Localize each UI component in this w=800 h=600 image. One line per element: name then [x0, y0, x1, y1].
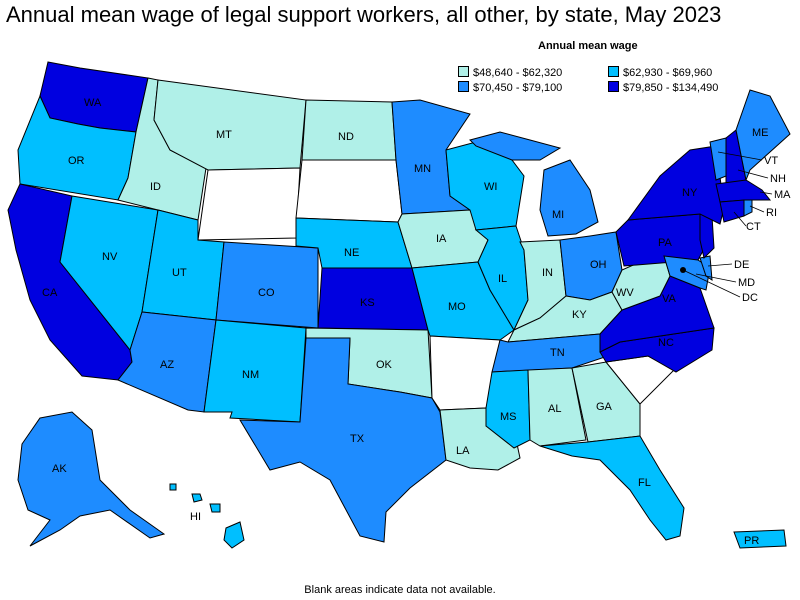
state-pr[interactable] [733, 529, 787, 549]
label-ca: CA [42, 287, 58, 299]
legend-label-2: $62,930 - $69,960 [623, 67, 713, 79]
label-la: LA [456, 445, 470, 457]
state-ny[interactable] [626, 145, 725, 225]
label-ne: NE [344, 247, 359, 259]
legend-item-1: $48,640 - $62,320 [458, 66, 562, 79]
leader-md [695, 273, 737, 283]
legend-swatch-3 [458, 81, 469, 92]
leader-ct [733, 211, 747, 227]
state-tx[interactable] [239, 337, 447, 543]
dc-marker[interactable] [680, 267, 686, 273]
legend-title: Annual mean wage [538, 40, 638, 52]
legend-label-3: $70,450 - $79,100 [473, 82, 563, 94]
label-ks: KS [360, 297, 375, 309]
label-oh: OH [590, 259, 607, 271]
label-me: ME [752, 127, 769, 139]
label-ak: AK [52, 463, 67, 475]
label-mt: MT [216, 129, 232, 141]
label-wv: WV [616, 287, 634, 299]
state-hi-3[interactable] [209, 503, 221, 513]
state-ri[interactable] [743, 199, 753, 217]
leader-de [707, 263, 733, 267]
state-hi-4[interactable] [223, 521, 245, 549]
map-title: Annual mean wage of legal support worker… [6, 2, 722, 27]
label-ga: GA [596, 401, 613, 413]
label-ok: OK [376, 359, 393, 371]
state-ct[interactable] [719, 199, 745, 223]
label-co: CO [258, 287, 275, 299]
label-ri: RI [766, 207, 777, 219]
label-az: AZ [160, 359, 174, 371]
label-al: AL [548, 403, 561, 415]
label-de: DE [734, 259, 749, 271]
label-mn: MN [414, 163, 431, 175]
leader-ma [759, 191, 773, 195]
label-wa: WA [84, 97, 102, 109]
legend-item-2: $62,930 - $69,960 [608, 66, 712, 79]
label-md: MD [738, 277, 755, 289]
leader-nh [737, 169, 769, 179]
label-nm: NM [242, 369, 259, 381]
label-ut: UT [172, 267, 187, 279]
label-id: ID [150, 181, 161, 193]
label-il: IL [498, 273, 507, 285]
legend-item-4: $79,850 - $134,490 [608, 81, 718, 94]
legend-label-1: $48,640 - $62,320 [473, 67, 563, 79]
label-nc: NC [658, 337, 674, 349]
leader-vt [717, 151, 763, 161]
label-ma: MA [774, 189, 791, 201]
label-in: IN [542, 267, 553, 279]
state-co[interactable] [215, 241, 319, 329]
footnote: Blank areas indicate data not available. [304, 584, 496, 596]
label-ct: CT [746, 221, 761, 233]
legend-swatch-4 [608, 81, 619, 92]
label-wi: WI [484, 181, 497, 193]
state-wy[interactable] [197, 167, 301, 241]
label-ky: KY [572, 309, 587, 321]
state-al[interactable] [527, 367, 587, 447]
label-tx: TX [350, 433, 365, 445]
legend-swatch-2 [608, 66, 619, 77]
state-ak[interactable] [17, 411, 166, 547]
label-or: OR [68, 155, 85, 167]
label-nh: NH [770, 173, 786, 185]
label-pr: PR [744, 535, 759, 547]
label-pa: PA [658, 237, 673, 249]
leader-dc [682, 269, 741, 298]
state-mi-up[interactable] [469, 131, 562, 161]
state-fl[interactable] [539, 435, 685, 541]
label-vt: VT [764, 155, 778, 167]
label-nd: ND [338, 131, 354, 143]
legend-label-4: $79,850 - $134,490 [623, 82, 719, 94]
state-md[interactable] [663, 255, 711, 291]
state-ma[interactable] [715, 179, 772, 203]
label-ia: IA [436, 233, 447, 245]
label-nv: NV [102, 251, 118, 263]
legend-item-3: $70,450 - $79,100 [458, 81, 562, 94]
state-hi-2[interactable] [191, 493, 203, 503]
label-fl: FL [638, 477, 651, 489]
state-ga[interactable] [571, 361, 641, 443]
label-mi: MI [552, 209, 564, 221]
label-va: VA [662, 293, 677, 305]
state-nj[interactable] [699, 213, 715, 259]
label-hi: HI [190, 511, 201, 523]
state-sd[interactable] [295, 159, 403, 223]
label-mo: MO [448, 301, 466, 313]
state-nd[interactable] [301, 99, 397, 161]
label-tn: TN [550, 347, 565, 359]
label-dc: DC [742, 292, 758, 304]
label-ms: MS [500, 411, 517, 423]
legend-swatch-1 [458, 66, 469, 77]
state-mi[interactable] [539, 159, 599, 237]
state-de[interactable] [699, 255, 713, 281]
state-hi-1[interactable] [169, 483, 177, 491]
leader-ri [749, 205, 765, 213]
label-ny: NY [682, 187, 698, 199]
